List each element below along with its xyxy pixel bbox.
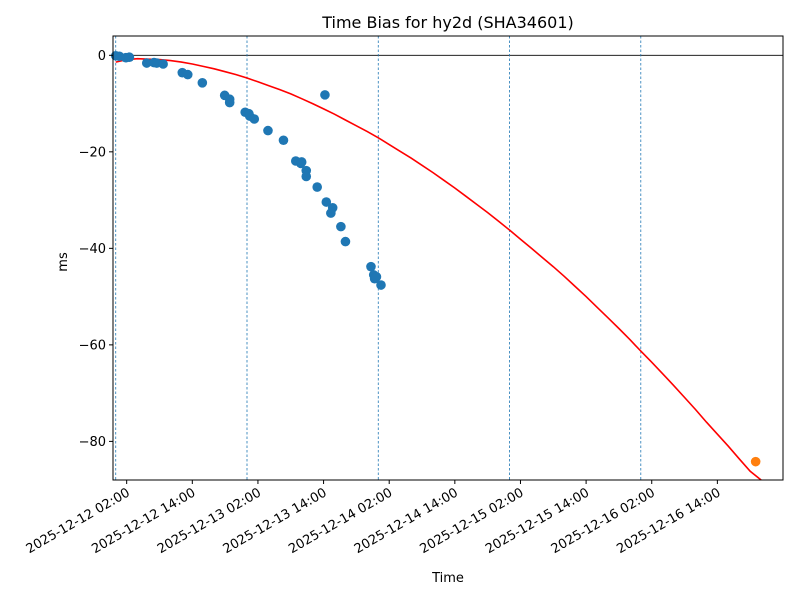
data-point — [124, 52, 135, 63]
data-point — [336, 221, 346, 232]
data-point — [182, 69, 193, 80]
data-point — [141, 58, 152, 68]
fit-curve — [115, 57, 762, 481]
data-point — [371, 272, 382, 282]
x-tick-label: 2025-12-12 02:00 — [24, 485, 133, 557]
x-axis-label: Time — [431, 571, 464, 586]
y-tick-label: −80 — [79, 435, 106, 450]
data-point — [340, 236, 351, 247]
chart-title: Time Bias for hy2d (SHA34601) — [321, 13, 574, 32]
data-point — [224, 97, 235, 108]
data-point — [278, 135, 289, 146]
y-tick-label: −40 — [79, 242, 106, 257]
data-point — [249, 114, 260, 124]
y-tick-label: −20 — [79, 145, 106, 160]
y-tick-label: −60 — [79, 338, 106, 353]
plot-frame — [112, 35, 784, 481]
y-tick-label: 0 — [98, 49, 106, 64]
data-point — [321, 197, 332, 207]
data-point — [263, 125, 273, 136]
y-axis-label: ms — [56, 252, 71, 272]
data-point — [366, 261, 376, 272]
data-point — [197, 78, 208, 88]
data-point — [312, 182, 322, 192]
data-point — [320, 90, 330, 100]
data-point — [158, 59, 168, 69]
data-point — [301, 171, 312, 182]
data-point — [327, 203, 338, 213]
data-point — [376, 280, 386, 290]
data-point — [296, 157, 307, 167]
prediction-point — [750, 456, 761, 467]
